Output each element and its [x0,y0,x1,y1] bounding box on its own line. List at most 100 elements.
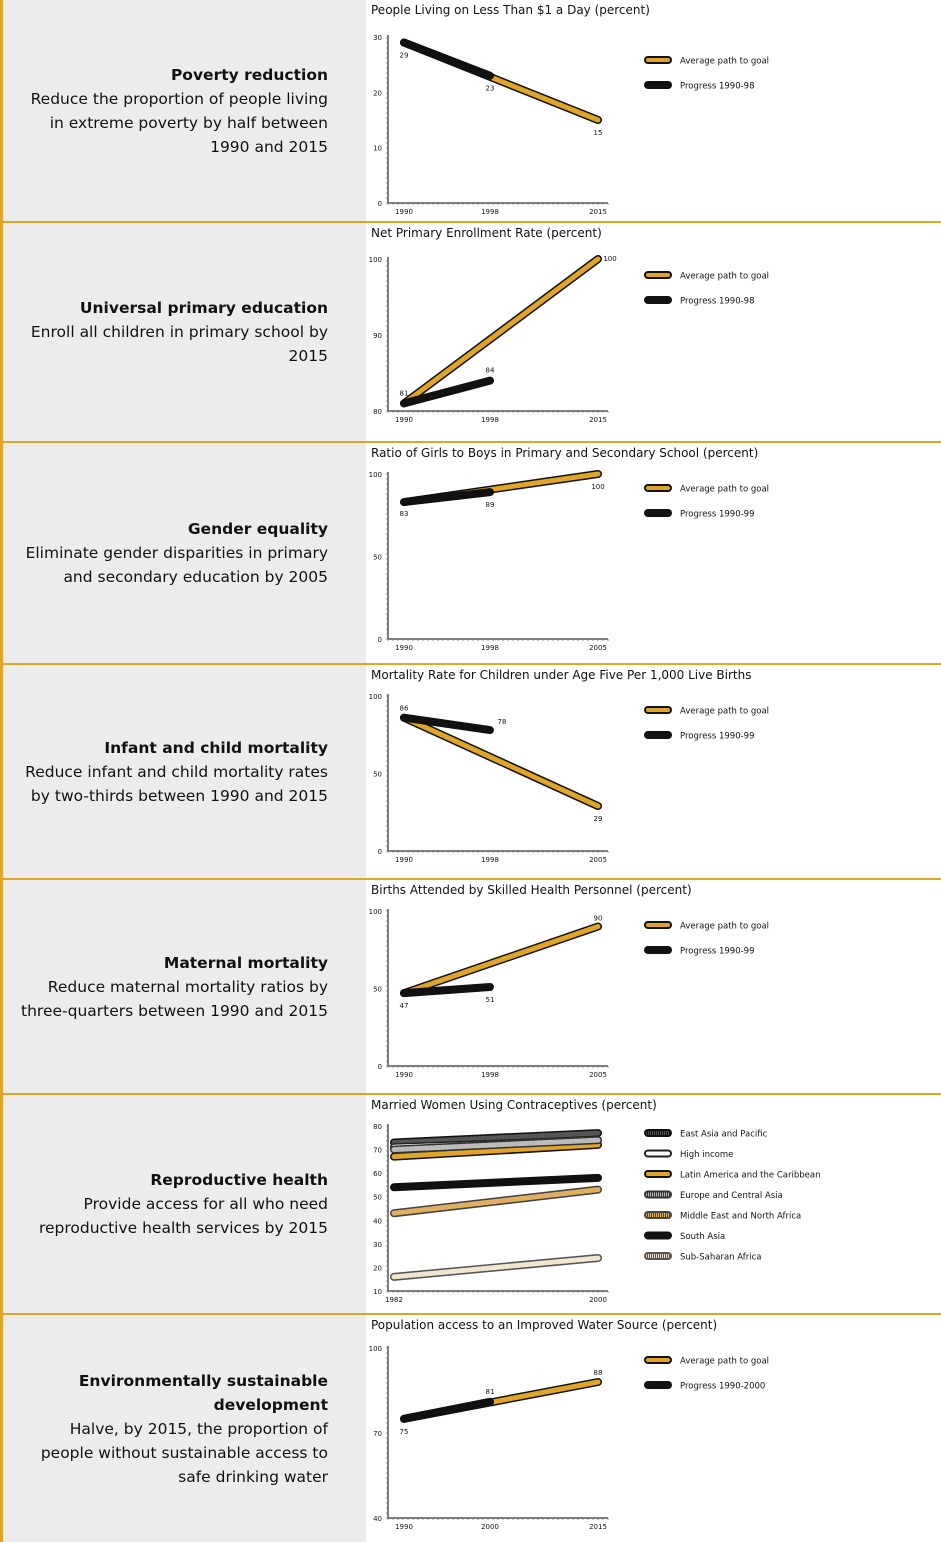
line-chart: 0 10 20 30 1990 1998 2015 29 23 15 Average path to… [373,34,769,216]
line-chart: 0 50 100 1990 1998 2005 86 78 29 Average path to … [369,693,769,864]
legend-item: Latin America and the Caribbean [644,1170,820,1181]
goal-row: Environmentally sustainable development H… [3,1315,941,1542]
data-label: 100 [603,255,616,263]
goal-panel: Gender equality Eliminate gender disparit… [3,443,366,663]
legend-label: Progress 1990-2000 [680,1382,765,1392]
x-tick-label: 1990 [395,856,413,864]
goal-panel: Environmentally sustainable development H… [3,1315,366,1542]
y-tick-label: 100 [369,1345,382,1353]
goal-row: Infant and child mortality Reduce infant … [3,665,941,880]
goal-description: Enroll all children in primary school by… [30,323,328,365]
y-tick-label: 50 [373,554,382,562]
y-tick-label: 50 [373,986,382,994]
chart-panel: Net Primary Enrollment Rate (percent) 80 9… [366,223,941,441]
legend-label: Average path to goal [680,922,769,932]
legend-item: Average path to goal [644,706,769,717]
goal-row: Maternal mortality Reduce maternal mortal… [3,880,941,1095]
goal-panel: Reproductive health Provide access for al… [3,1095,366,1313]
y-tick-label: 40 [373,1217,382,1225]
chart-panel: Population access to an Improved Water S… [366,1315,941,1542]
legend-label: Average path to goal [680,57,769,67]
legend-label: Average path to goal [680,1357,769,1367]
goal-description: Eliminate gender disparities in primary … [25,544,328,586]
line-chart: 40 70 100 1990 2000 2015 75 81 88 Average path to… [369,1345,769,1531]
y-tick-label: 100 [369,256,382,264]
data-label: 23 [486,85,495,93]
y-tick-label: 0 [378,1063,382,1071]
legend-item: South Asia [644,1231,725,1242]
x-tick-label: 2000 [481,1523,499,1531]
y-tick-label: 100 [369,908,382,916]
legend-label: Average path to goal [680,485,769,495]
legend-label: Progress 1990-99 [680,947,755,957]
x-tick-label: 1982 [385,1296,403,1304]
legend-label: Latin America and the Caribbean [680,1171,820,1181]
goal-description: Reduce infant and child mortality rates … [25,762,328,805]
x-tick-label: 1998 [481,856,499,864]
chart-title: People Living on Less Than $1 a Day (per… [371,3,650,17]
series-line-east-asia-and-pacific [390,1129,602,1147]
y-tick-label: 100 [369,471,382,479]
x-tick-label: 1990 [395,416,413,424]
series-line-progress-1990-99 [400,982,494,998]
series-line-progress-1990-99 [400,488,494,507]
data-label: 78 [498,718,507,726]
legend-label: High income [680,1150,733,1160]
y-tick-label: 0 [378,636,382,644]
data-label: 81 [486,1388,495,1396]
y-tick-label: 0 [378,848,382,856]
data-label: 83 [400,510,409,518]
legend-label: Sub-Saharan Africa [680,1253,761,1263]
legend-item: Average path to goal [644,56,769,67]
goal-title: Gender equality [187,520,328,538]
x-tick-label: 1990 [395,208,413,216]
legend-label: East Asia and Pacific [680,1130,768,1140]
legend-item: Progress 1990-98 [644,81,755,92]
series-line-progress-1990-2000 [400,1397,494,1423]
goal-title: Poverty reduction [170,65,328,84]
chart-panel: Births Attended by Skilled Health Person… [366,880,941,1093]
x-tick-label: 1998 [481,644,499,652]
y-tick-label: 50 [373,1194,382,1202]
data-label: 75 [400,1428,409,1436]
series-line-progress-1990-99 [400,713,494,735]
data-label: 90 [594,915,603,923]
series-line-europe-and-central-asia [390,1136,602,1154]
legend-item: Sub-Saharan Africa [644,1252,761,1263]
series-line-average-path-to-goal [400,922,602,998]
y-tick-label: 0 [378,200,382,208]
goal-description: Provide access for all who need reproduc… [38,1195,328,1237]
y-tick-label: 10 [373,1288,382,1296]
series-line-progress-1990-98 [400,38,494,80]
data-label: 81 [400,389,409,397]
legend-label: Progress 1990-99 [680,510,755,520]
legend-label: Middle East and North Africa [680,1212,801,1222]
goal-description: Reduce the proportion of people living i… [30,89,328,156]
y-tick-label: 70 [373,1147,382,1155]
goal-title: Maternal mortality [163,953,328,972]
goal-title: Reproductive health [150,1171,328,1189]
chart-panel: Mortality Rate for Children under Age Fi… [366,665,941,878]
data-label: 51 [486,996,495,1004]
legend-label: South Asia [680,1232,725,1242]
legend-item: Progress 1990-98 [644,296,755,307]
data-label: 29 [594,815,603,823]
data-label: 100 [591,483,604,491]
legend-label: Progress 1990-98 [680,297,755,307]
series-line-average-path-to-goal [400,255,602,408]
chart-panel: Married Women Using Contraceptives (perc… [366,1095,941,1313]
goal-panel: Poverty reduction Reduce the proportion o… [3,0,366,221]
x-tick-label: 2005 [589,644,607,652]
legend-item: East Asia and Pacific [644,1129,768,1140]
y-tick-label: 30 [373,1241,382,1249]
legend-item: Middle East and North Africa [644,1211,801,1222]
data-label: 29 [400,52,409,60]
goal-row: Reproductive health Provide access for al… [3,1095,941,1315]
data-label: 88 [594,1369,603,1377]
chart-title: Ratio of Girls to Boys in Primary and Se… [371,446,759,460]
y-tick-label: 20 [373,1264,382,1272]
legend-item: Average path to goal [644,921,769,932]
legend-label: Progress 1990-98 [680,82,755,92]
goal-description: Halve, by 2015, the proportion of people… [40,1419,328,1486]
